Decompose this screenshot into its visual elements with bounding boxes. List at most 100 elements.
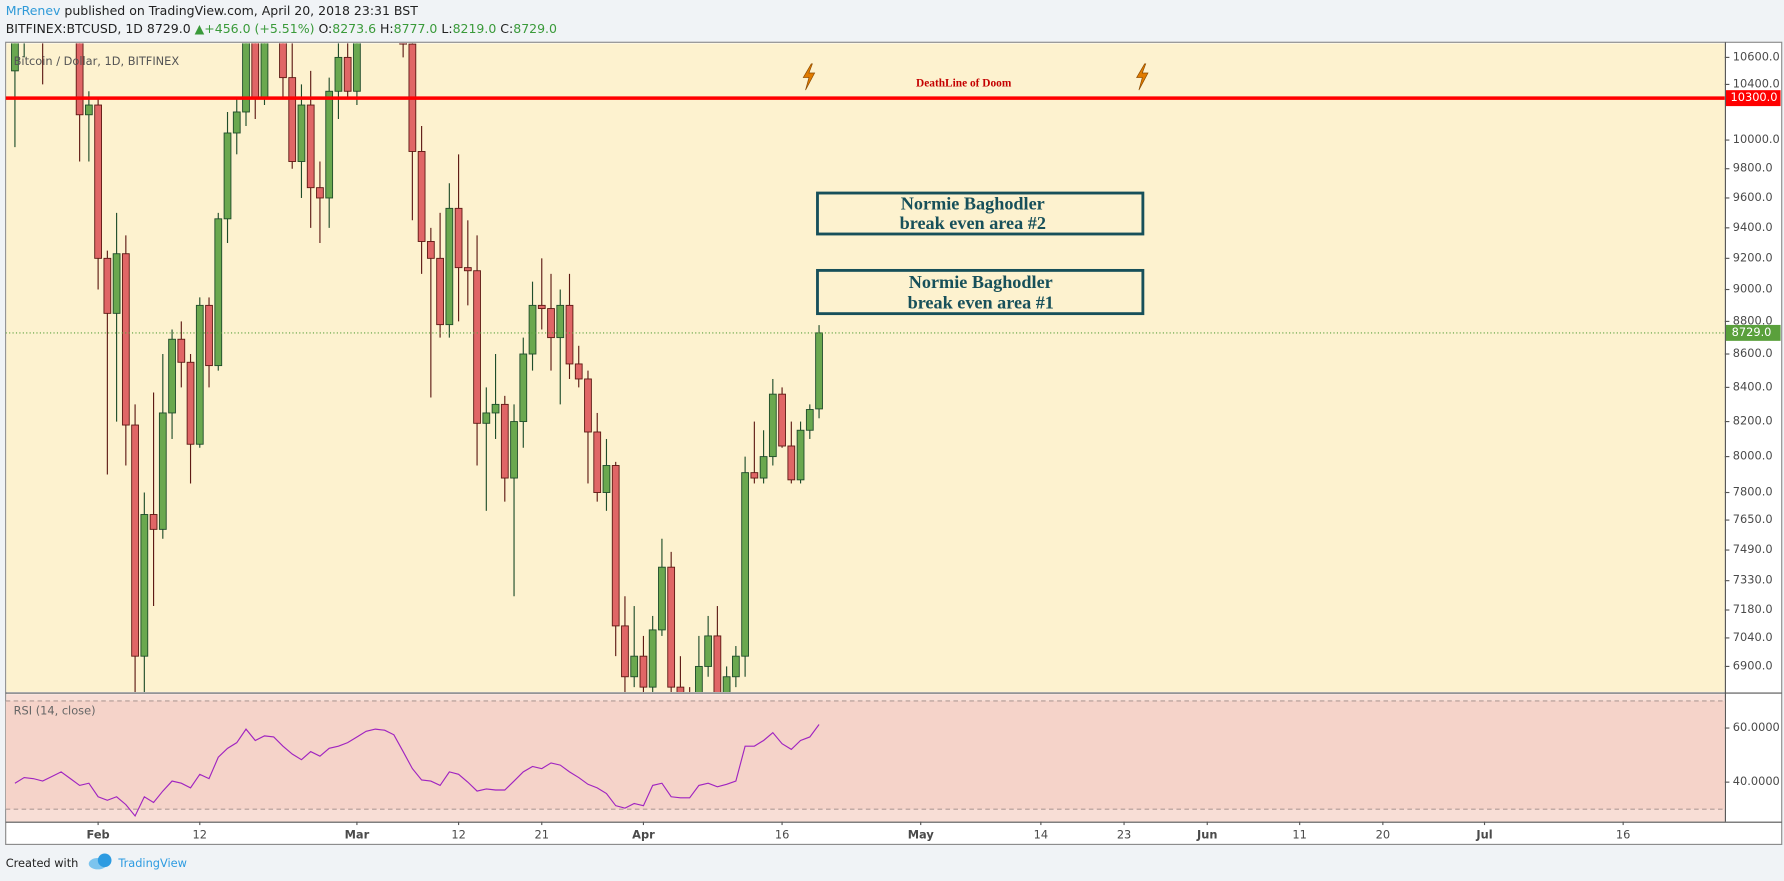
x-tick-label: 11 bbox=[1292, 827, 1306, 841]
candle-body bbox=[306, 104, 315, 189]
candle-body bbox=[695, 665, 703, 692]
candle-body bbox=[112, 253, 121, 314]
x-tick-label: 12 bbox=[451, 827, 465, 841]
x-tick-label: 21 bbox=[535, 827, 549, 841]
candle-body bbox=[140, 514, 149, 657]
candle-body bbox=[463, 267, 472, 272]
candle-body bbox=[445, 207, 454, 326]
last-price-tag bbox=[1725, 324, 1781, 341]
candle-body bbox=[85, 104, 93, 116]
candle-body bbox=[565, 304, 574, 365]
x-tick-label: 14 bbox=[1034, 827, 1048, 841]
ohlc-label: C: bbox=[500, 21, 513, 36]
pane-title: Bitcoin / Dollar, 1D, BITFINEX bbox=[14, 54, 180, 68]
y-tick-label: 8600.0 bbox=[1733, 346, 1773, 360]
y-tick-label: 9000.0 bbox=[1733, 282, 1773, 296]
candle-body bbox=[722, 676, 731, 692]
candle-body bbox=[297, 104, 306, 162]
x-tick-label: 20 bbox=[1376, 827, 1390, 841]
footer-brand[interactable]: TradingView bbox=[117, 856, 187, 870]
candle-body bbox=[713, 635, 722, 692]
x-tick-label: 16 bbox=[1616, 827, 1630, 841]
candle-body bbox=[223, 132, 232, 220]
candle-body bbox=[195, 304, 204, 445]
candle-body bbox=[639, 655, 648, 688]
candle-body bbox=[602, 465, 611, 493]
ohlc-label: O: bbox=[318, 21, 332, 36]
y-tick-label: 7180.0 bbox=[1733, 602, 1773, 616]
y-tick-label: 7490.0 bbox=[1733, 542, 1773, 556]
candle-body bbox=[103, 257, 112, 314]
y-tick-label: 10400.0 bbox=[1733, 76, 1780, 90]
rsi-band bbox=[5, 700, 1725, 810]
candle-body bbox=[177, 338, 186, 363]
candle-body bbox=[353, 43, 361, 92]
headline-annotation: DeathLine of Doom bbox=[916, 78, 1012, 90]
candle-body bbox=[815, 332, 823, 410]
x-tick-label: 16 bbox=[775, 827, 789, 841]
candle-body bbox=[547, 308, 555, 339]
candle-body bbox=[186, 361, 195, 445]
candle-body bbox=[316, 187, 324, 199]
x-tick-label: Jun bbox=[1196, 827, 1217, 841]
tradingview-logo[interactable] bbox=[88, 853, 112, 870]
candle-body bbox=[426, 241, 435, 259]
candle-body bbox=[75, 43, 84, 116]
annotation-box bbox=[816, 191, 1145, 236]
candle-body bbox=[704, 635, 713, 667]
candle-body bbox=[232, 111, 241, 134]
x-tick-label: Mar bbox=[345, 827, 370, 841]
candle-body bbox=[279, 43, 287, 79]
last-price-label: 8729.0 bbox=[1732, 325, 1772, 339]
ohlc-value: 8729.0 bbox=[513, 21, 557, 36]
candle-body bbox=[168, 338, 176, 414]
candle-body bbox=[750, 472, 759, 479]
candle-body bbox=[556, 304, 565, 339]
price-pane bbox=[6, 43, 1725, 692]
lightning-icon bbox=[1136, 63, 1149, 91]
y-tick-label: 8800.0 bbox=[1733, 313, 1773, 327]
candle-body bbox=[676, 686, 685, 692]
candle-body bbox=[584, 378, 592, 433]
axes: 6900.0 7040.0 7180.0 7330.0 7490.0 7650.0 7800… bbox=[87, 49, 1781, 841]
candle-body bbox=[630, 655, 639, 678]
y-tick-label: 40.0000 bbox=[1733, 774, 1780, 788]
candle-body bbox=[648, 629, 657, 688]
candle-body bbox=[436, 257, 444, 326]
candle-body bbox=[759, 456, 768, 479]
change: +456.0 (+5.51%) bbox=[204, 21, 314, 36]
y-tick-label: 9400.0 bbox=[1733, 220, 1773, 234]
y-tick-label: 10600.0 bbox=[1733, 49, 1780, 63]
logo-shape bbox=[97, 853, 112, 868]
candle-body bbox=[94, 104, 102, 259]
x-tick-label: 23 bbox=[1117, 827, 1131, 841]
y-tick-label: 7040.0 bbox=[1733, 630, 1773, 644]
candle-body bbox=[593, 431, 602, 493]
y-tick-label: 6900.0 bbox=[1733, 658, 1773, 672]
author[interactable]: MrRenev bbox=[6, 3, 61, 18]
candle-body bbox=[528, 304, 537, 355]
x-tick-label: Feb bbox=[87, 827, 110, 841]
candle-body bbox=[621, 625, 629, 678]
candle-body bbox=[768, 393, 777, 458]
y-tick-label: 7800.0 bbox=[1733, 485, 1773, 499]
candle-body bbox=[325, 90, 334, 199]
candle-body bbox=[334, 56, 343, 92]
box-text: break even area #1 bbox=[908, 293, 1054, 313]
candle-body bbox=[731, 655, 740, 678]
candle-body bbox=[121, 253, 130, 426]
ohlc-label: L: bbox=[441, 21, 452, 36]
candle-body bbox=[242, 43, 250, 113]
candle-body bbox=[149, 514, 158, 530]
y-tick-label: 7330.0 bbox=[1733, 573, 1773, 587]
candle-body bbox=[667, 566, 676, 688]
x-tick-label: May bbox=[908, 827, 935, 841]
y-tick-label: 9600.0 bbox=[1733, 190, 1773, 204]
candle-body bbox=[417, 151, 426, 242]
candle-body bbox=[778, 393, 786, 447]
candle-body bbox=[796, 429, 805, 481]
candle-body bbox=[343, 56, 352, 92]
rsi-plot bbox=[5, 700, 1725, 818]
candle-body bbox=[131, 424, 139, 657]
